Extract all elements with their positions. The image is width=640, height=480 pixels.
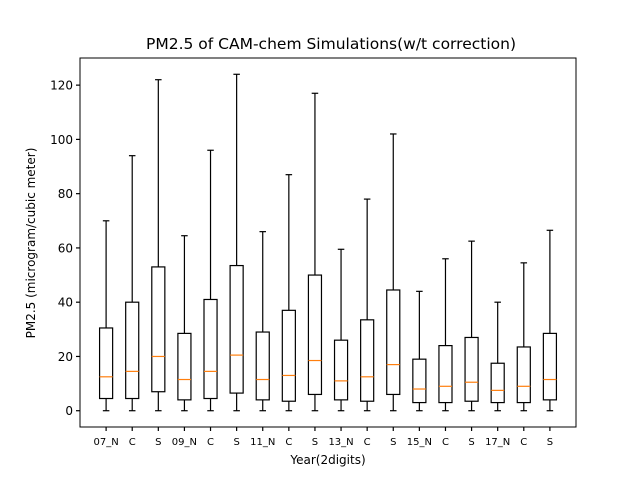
- x-tick-label: C: [520, 437, 527, 448]
- box: [229, 264, 244, 394]
- box: [386, 289, 401, 396]
- x-tick-label: S: [547, 437, 553, 448]
- x-tick-label: S: [312, 437, 318, 448]
- x-tick-label: S: [390, 437, 396, 448]
- box: [203, 298, 218, 400]
- x-tick-label: S: [233, 437, 239, 448]
- box: [438, 345, 453, 404]
- x-tick-label: 17_N: [485, 437, 510, 448]
- box: [412, 358, 427, 404]
- box: [281, 309, 296, 402]
- box: [255, 331, 270, 401]
- x-tick-label: C: [129, 437, 136, 448]
- y-axis-label: PM2.5 (microgram/cubic meter): [24, 148, 38, 339]
- box: [151, 266, 166, 393]
- axes-frame: [79, 57, 577, 428]
- x-tick-label: C: [285, 437, 292, 448]
- box: [307, 274, 323, 396]
- x-tick-label: 15_N: [407, 437, 432, 448]
- x-tick-label: 09_N: [172, 437, 197, 448]
- box: [542, 332, 558, 401]
- y-tick-label: 120: [50, 79, 73, 93]
- y-tick-label: 80: [58, 187, 73, 201]
- y-tick-label: 0: [65, 404, 73, 418]
- chart-title: PM2.5 of CAM-chem Simulations(w/t correc…: [146, 35, 516, 53]
- box: [333, 339, 349, 401]
- box: [360, 319, 375, 402]
- y-tick-label: 40: [58, 296, 73, 310]
- y-tick-label: 100: [50, 133, 73, 147]
- box: [125, 301, 140, 400]
- x-tick-label: C: [442, 437, 449, 448]
- box: [464, 336, 479, 402]
- x-tick-label: S: [155, 437, 161, 448]
- x-tick-label: C: [364, 437, 371, 448]
- box: [490, 362, 505, 404]
- box: [516, 346, 531, 404]
- x-axis-label: Year(2digits): [289, 453, 365, 467]
- x-tick-label: 07_N: [93, 437, 118, 448]
- x-tick-label: S: [468, 437, 474, 448]
- box: [98, 327, 114, 400]
- y-tick-label: 20: [58, 350, 73, 364]
- box: [177, 332, 192, 401]
- x-tick-label: 13_N: [328, 437, 353, 448]
- x-tick-label: C: [207, 437, 214, 448]
- y-tick-label: 60: [58, 241, 73, 255]
- x-tick-label: 11_N: [250, 437, 275, 448]
